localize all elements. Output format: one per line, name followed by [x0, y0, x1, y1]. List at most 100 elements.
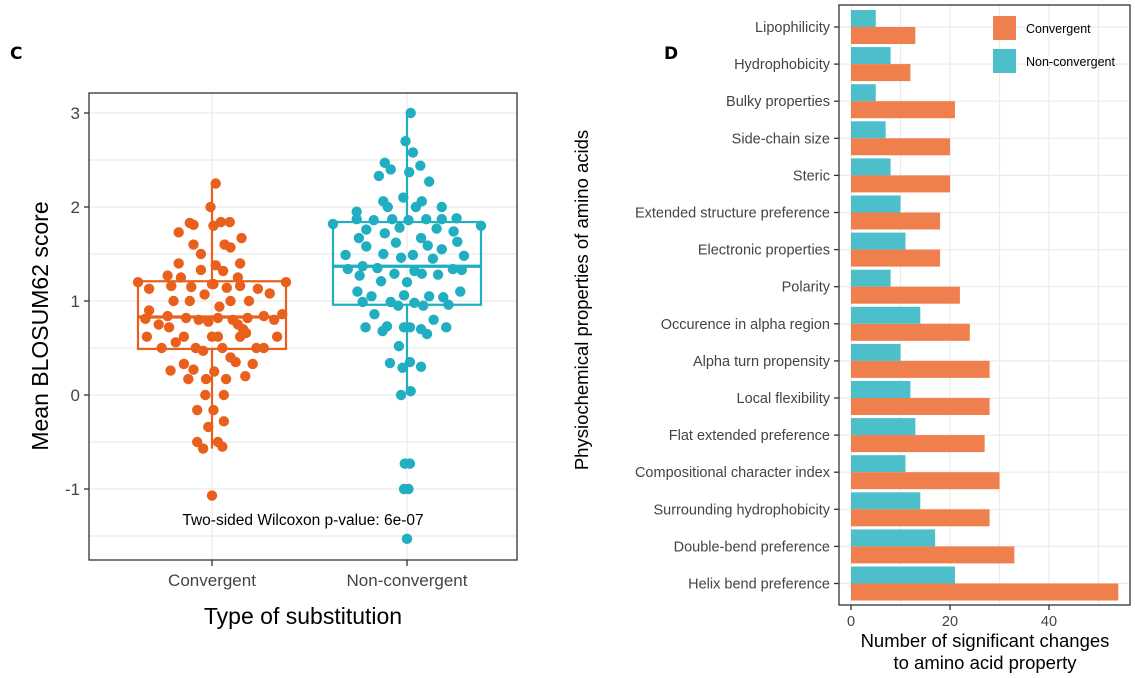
point-convergent	[188, 219, 199, 231]
bar-non-convergent	[851, 195, 901, 213]
point-convergent	[208, 278, 219, 290]
point-non-convergent	[403, 214, 414, 226]
point-non-convergent	[351, 206, 362, 217]
point-non-convergent	[410, 201, 422, 213]
y-tick-label: Polarity	[782, 280, 831, 296]
y-tick-label: Lipophilicity	[755, 20, 831, 36]
bar-convergent	[851, 101, 955, 119]
x-tick-label: 0	[847, 614, 855, 630]
y-tick-label: 0	[71, 386, 80, 405]
point-convergent	[210, 178, 221, 189]
point-convergent	[247, 358, 258, 370]
point-convergent	[234, 280, 246, 292]
point-convergent	[203, 421, 214, 433]
point-convergent	[132, 277, 144, 288]
point-non-convergent	[369, 308, 380, 320]
point-non-convergent	[342, 263, 353, 275]
y-tick-label: Double-bend preference	[674, 539, 830, 555]
point-convergent	[141, 331, 153, 342]
bar-non-convergent	[851, 47, 891, 65]
point-convergent	[271, 331, 283, 342]
point-non-convergent	[458, 250, 470, 262]
panel-c-boxplot: C 3 2 1 0 -1 Convergent Non-convergent Two-si…	[10, 44, 518, 629]
point-non-convergent	[447, 263, 459, 275]
bar-non-convergent	[851, 10, 876, 27]
point-non-convergent	[416, 268, 427, 279]
bar-convergent	[851, 212, 941, 230]
point-non-convergent	[475, 220, 487, 231]
point-convergent	[217, 441, 228, 452]
point-convergent	[140, 313, 151, 325]
bar-convergent	[851, 583, 1119, 601]
point-convergent	[186, 281, 197, 293]
point-convergent	[156, 342, 167, 354]
point-convergent	[240, 371, 251, 382]
point-convergent	[205, 201, 216, 213]
point-non-convergent	[375, 276, 387, 287]
point-non-convergent	[361, 224, 372, 235]
point-non-convergent	[436, 214, 447, 225]
point-convergent	[143, 305, 155, 316]
point-convergent	[280, 277, 292, 288]
point-non-convergent	[456, 264, 467, 276]
point-convergent	[251, 342, 262, 354]
bar-convergent	[851, 360, 990, 378]
point-non-convergent	[405, 107, 416, 119]
point-non-convergent	[415, 160, 426, 171]
point-non-convergent	[372, 262, 383, 274]
point-non-convergent	[401, 277, 413, 288]
point-non-convergent	[394, 222, 405, 233]
panel-c-points	[132, 107, 487, 545]
point-non-convergent	[373, 170, 385, 182]
point-non-convergent	[431, 223, 442, 234]
x-tick-label: Non-convergent	[347, 571, 468, 590]
panel-d-label: D	[664, 44, 678, 64]
point-convergent	[175, 272, 187, 283]
x-tick-label: Convergent	[168, 571, 256, 590]
point-non-convergent	[407, 147, 419, 158]
point-non-convergent	[451, 213, 462, 224]
y-tick-label: Flat extended preference	[669, 428, 830, 444]
bar-non-convergent	[851, 455, 906, 473]
point-non-convergent	[398, 192, 409, 203]
bar-convergent	[851, 249, 941, 267]
point-convergent	[163, 322, 175, 333]
x-tick-label: 20	[942, 614, 958, 630]
panel-d-bars	[851, 10, 1119, 601]
point-convergent	[232, 272, 244, 283]
point-convergent	[252, 283, 264, 294]
y-tick-label: Surrounding hydrophobicity	[653, 502, 830, 518]
point-non-convergent	[360, 322, 371, 333]
point-convergent	[208, 404, 219, 416]
point-convergent	[178, 358, 190, 370]
point-non-convergent	[378, 248, 389, 260]
point-convergent	[225, 295, 236, 307]
point-convergent	[178, 331, 190, 342]
point-convergent	[195, 264, 207, 276]
bar-non-convergent	[851, 158, 891, 176]
point-convergent	[209, 366, 220, 377]
bar-non-convergent	[851, 84, 876, 102]
y-tick-label: Steric	[793, 168, 830, 184]
point-non-convergent	[353, 232, 365, 244]
point-convergent	[180, 312, 192, 324]
panel-d-legend: Convergent Non-convergent	[993, 16, 1115, 73]
point-convergent	[218, 416, 230, 427]
panel-c-label: C	[10, 44, 22, 64]
point-non-convergent	[403, 483, 414, 495]
bar-convergent	[851, 472, 1000, 490]
point-convergent	[173, 258, 184, 269]
point-convergent	[170, 337, 181, 348]
point-convergent	[258, 310, 269, 322]
point-convergent	[212, 312, 224, 324]
point-non-convergent	[452, 236, 463, 247]
point-non-convergent	[352, 286, 363, 297]
legend-swatch-non-convergent	[993, 49, 1016, 73]
point-non-convergent	[385, 164, 396, 175]
bar-convergent	[851, 546, 1015, 564]
point-non-convergent	[400, 136, 411, 147]
bar-convergent	[851, 323, 970, 341]
panel-d-x-axis: 0 20 40	[847, 605, 1057, 630]
point-non-convergent	[438, 292, 449, 303]
